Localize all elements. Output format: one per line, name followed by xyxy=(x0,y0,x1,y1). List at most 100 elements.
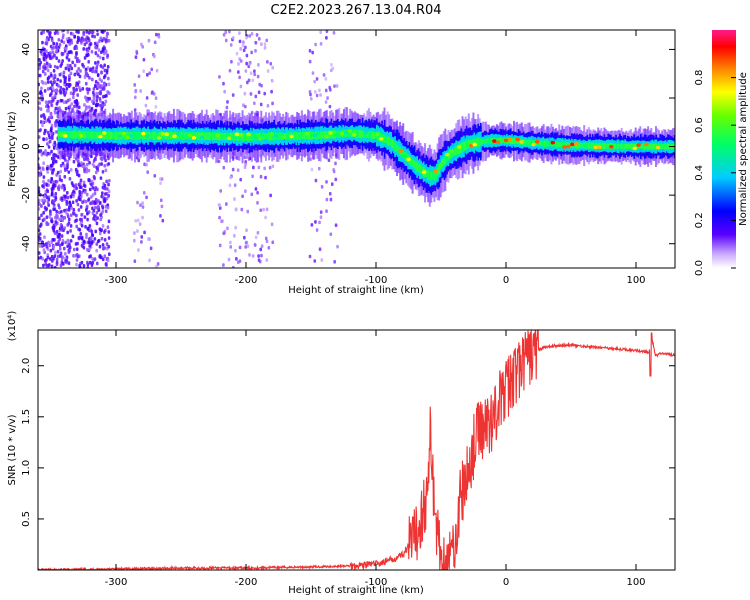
heatmap-cell xyxy=(60,39,63,43)
heatmap-cell xyxy=(50,73,53,78)
heatmap-cell xyxy=(513,138,515,145)
heatmap-cell xyxy=(250,192,254,197)
heatmap-cell xyxy=(42,175,46,179)
heatmap-cell xyxy=(82,263,86,268)
heatmap-cell xyxy=(107,189,111,194)
heatmap-cell xyxy=(322,73,326,77)
heatmap-cell xyxy=(318,247,322,251)
heatmap-cell xyxy=(263,42,267,47)
heatmap-cell xyxy=(105,179,108,184)
heatmap-cell xyxy=(81,62,84,67)
heatmap-cell xyxy=(597,145,602,149)
heatmap-cell xyxy=(103,63,106,68)
heatmap-cell xyxy=(145,134,150,139)
heatmap-cell xyxy=(105,132,108,139)
heatmap-cell xyxy=(68,176,72,181)
heatmap-cell xyxy=(52,244,56,249)
spectrogram-y-label: Frequency (Hz) xyxy=(7,111,18,187)
y-tick-label: 0.5 xyxy=(21,511,32,527)
heatmap-cell xyxy=(64,210,68,215)
heatmap-cell xyxy=(84,199,88,204)
heatmap-cell xyxy=(458,144,461,154)
heatmap-cell xyxy=(67,217,71,222)
heatmap-cell xyxy=(74,218,78,223)
heatmap-cell xyxy=(38,149,41,153)
heatmap-cell xyxy=(58,243,62,248)
x-tick-label: 0 xyxy=(503,577,509,588)
heatmap-cell xyxy=(117,134,123,139)
heatmap-cell xyxy=(80,190,84,195)
heatmap-cell xyxy=(94,41,97,46)
heatmap-cell xyxy=(45,215,49,219)
heatmap-cell xyxy=(332,130,335,139)
heatmap-cell xyxy=(48,62,51,67)
heatmap-cell xyxy=(101,209,105,213)
heatmap-cell xyxy=(121,131,127,136)
heatmap-cell xyxy=(50,38,54,43)
heatmap-cell xyxy=(78,185,82,189)
heatmap-cell xyxy=(152,92,156,96)
heatmap-cell xyxy=(425,170,428,178)
heatmap-cell xyxy=(489,137,492,145)
heatmap-cell xyxy=(584,142,587,149)
heatmap-cell xyxy=(55,209,59,214)
heatmap-cell xyxy=(661,144,664,149)
heatmap-cell xyxy=(255,33,259,37)
heatmap-cell xyxy=(82,38,86,42)
heatmap-cell xyxy=(61,35,65,40)
heatmap-cell xyxy=(106,65,110,69)
heatmap-cell xyxy=(163,132,166,139)
heatmap-cell xyxy=(68,39,72,43)
heatmap-cell xyxy=(64,46,68,51)
heatmap-cell xyxy=(58,177,62,182)
heatmap-cell xyxy=(89,236,93,240)
heatmap-cell xyxy=(300,132,303,140)
heatmap-cell xyxy=(542,141,545,146)
heatmap-cell xyxy=(137,132,142,136)
heatmap-cell xyxy=(262,132,267,137)
heatmap-cell xyxy=(47,178,50,183)
heatmap-cell xyxy=(317,166,321,171)
x-tick-label: -300 xyxy=(105,275,128,286)
heatmap-cell xyxy=(70,41,73,45)
heatmap-cell xyxy=(450,150,453,158)
heatmap-cell xyxy=(260,253,263,258)
heatmap-cell xyxy=(229,43,233,47)
heatmap-cell xyxy=(104,262,108,267)
heatmap-cell xyxy=(38,202,42,207)
heatmap-cell xyxy=(93,201,97,206)
heatmap-cell xyxy=(66,230,69,235)
heatmap-cell xyxy=(256,230,260,235)
heatmap-cell xyxy=(134,55,138,59)
heatmap-cell xyxy=(91,77,94,82)
heatmap-cell xyxy=(55,179,59,184)
heatmap-cell xyxy=(50,149,53,154)
heatmap-cell xyxy=(608,143,611,149)
heatmap-cell xyxy=(49,100,53,104)
heatmap-cell xyxy=(168,131,171,140)
heatmap-cell xyxy=(622,143,625,149)
heatmap-cell xyxy=(647,143,650,150)
heatmap-cell xyxy=(245,61,248,66)
heatmap-cell xyxy=(264,175,267,180)
heatmap-cell xyxy=(84,131,86,139)
heatmap-cell xyxy=(45,222,49,227)
heatmap-cell xyxy=(318,220,321,225)
heatmap-cell xyxy=(162,132,164,139)
heatmap-cell xyxy=(49,51,52,55)
heatmap-cell xyxy=(78,74,82,79)
heatmap-cell xyxy=(86,49,90,53)
heatmap-cell xyxy=(145,96,149,100)
heatmap-cell xyxy=(52,69,56,73)
heatmap-cell xyxy=(141,201,144,205)
heatmap-cell xyxy=(654,143,657,150)
heatmap-cell xyxy=(49,209,52,214)
heatmap-cell xyxy=(48,243,51,248)
heatmap-cell xyxy=(91,66,95,70)
heatmap-cell xyxy=(38,198,41,203)
heatmap-cell xyxy=(363,131,366,138)
heatmap-cell xyxy=(258,82,261,87)
heatmap-cell xyxy=(228,68,232,73)
heatmap-cell xyxy=(55,48,58,53)
heatmap-cell xyxy=(85,235,88,240)
